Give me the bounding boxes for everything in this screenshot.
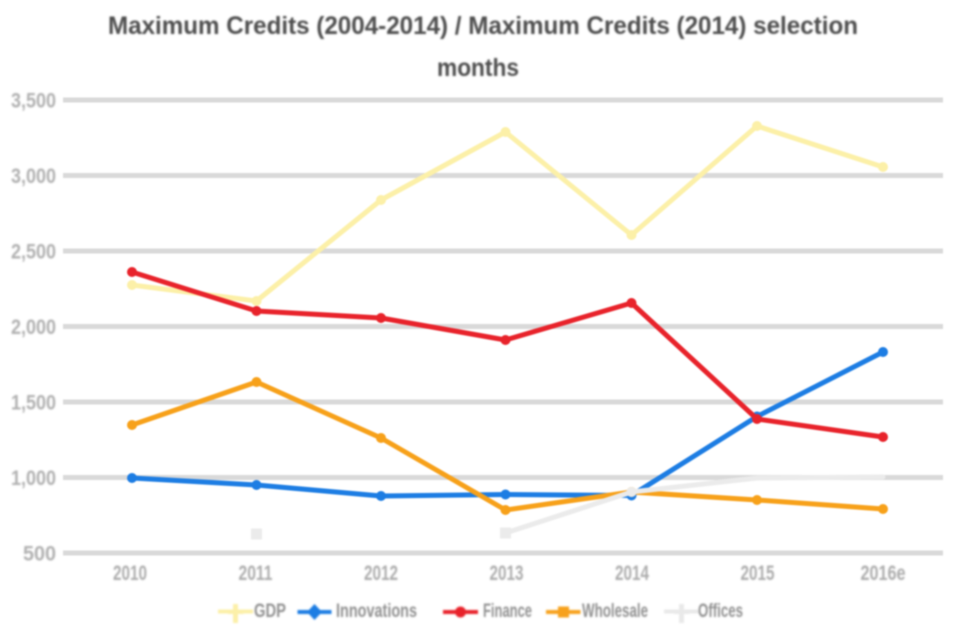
svg-text:3,500: 3,500 xyxy=(11,90,56,113)
svg-text:Offices: Offices xyxy=(698,601,743,622)
svg-text:2015: 2015 xyxy=(741,562,775,585)
svg-text:2012: 2012 xyxy=(364,562,398,585)
svg-text:2013: 2013 xyxy=(490,562,524,585)
svg-text:500: 500 xyxy=(23,543,56,566)
svg-text:2011: 2011 xyxy=(239,562,273,585)
svg-text:2,500: 2,500 xyxy=(11,241,56,264)
svg-text:3,000: 3,000 xyxy=(11,165,56,188)
svg-text:months: months xyxy=(437,54,519,82)
svg-text:GDP: GDP xyxy=(254,601,286,622)
svg-text:2014: 2014 xyxy=(615,562,649,585)
svg-text:1,000: 1,000 xyxy=(11,467,56,490)
svg-text:2010: 2010 xyxy=(113,562,147,585)
svg-text:Innovations: Innovations xyxy=(336,601,417,622)
svg-text:2,000: 2,000 xyxy=(11,316,56,339)
svg-text:2016e: 2016e xyxy=(861,562,906,585)
svg-text:Wholesale: Wholesale xyxy=(582,601,648,622)
svg-text:Finance: Finance xyxy=(483,601,532,622)
svg-text:1,500: 1,500 xyxy=(11,392,56,415)
svg-text:Maximum Credits (2004-2014) /: Maximum Credits (2004-2014) / Maximum Cr… xyxy=(108,12,858,40)
